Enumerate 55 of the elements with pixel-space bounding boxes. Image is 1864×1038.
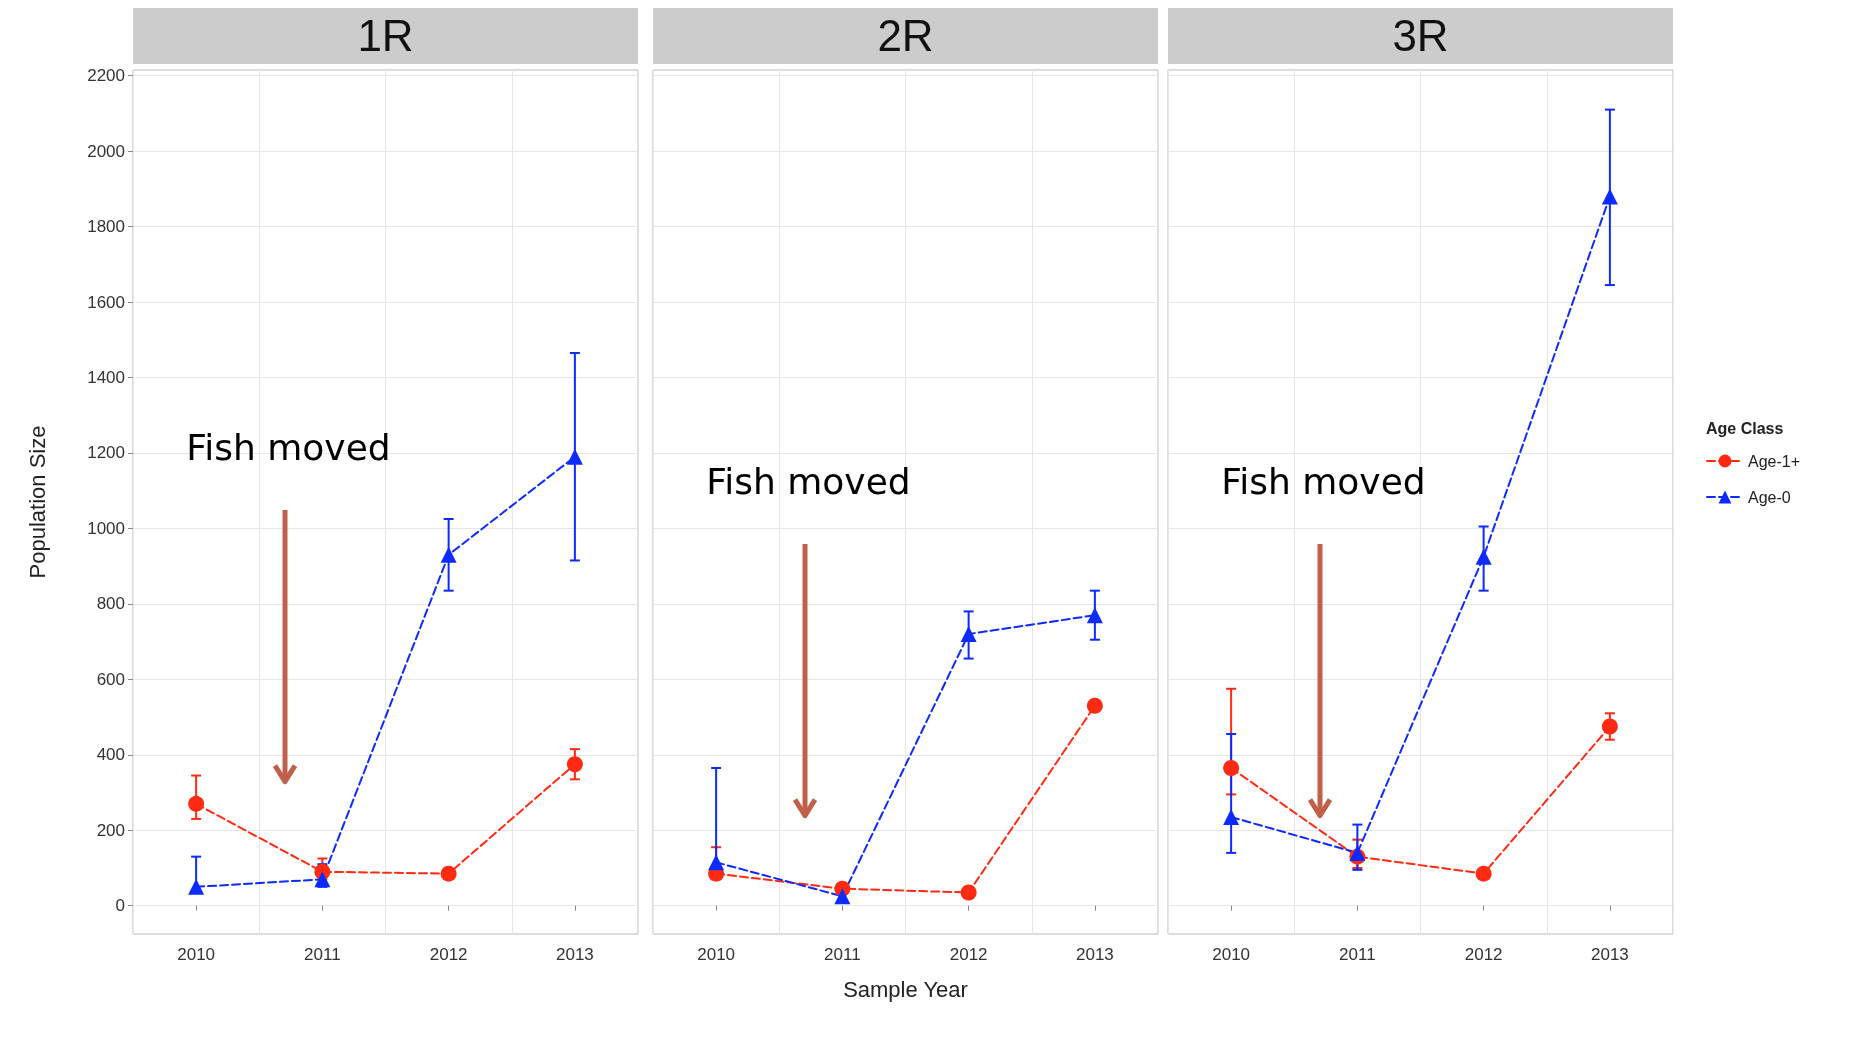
chart-title: 1R (133, 8, 638, 64)
point (1475, 548, 1492, 565)
x-tick-label: 2013 (1590, 945, 1629, 964)
y-tick-label: 1800 (87, 217, 125, 237)
chart-title: 3R (1168, 8, 1673, 64)
y-tick-label: 1000 (87, 518, 125, 538)
x-tick-label: 2012 (1464, 945, 1503, 964)
point (1223, 759, 1240, 776)
y-tick-label: 2000 (87, 141, 125, 161)
annotation: Fish moved (1221, 460, 1426, 502)
x-tick-label: 2011 (824, 945, 861, 964)
point (960, 626, 977, 643)
legend-title: Age Class (1706, 419, 1784, 437)
point (566, 448, 583, 465)
point (440, 865, 457, 882)
point (1601, 718, 1618, 735)
x-tick-label: 2010 (697, 945, 736, 964)
point (1086, 697, 1103, 714)
y-tick-label: 1600 (87, 292, 125, 312)
y-axis-title: Population Size (24, 425, 50, 579)
point (1086, 607, 1103, 624)
point (708, 854, 725, 871)
point (1223, 809, 1240, 826)
x-tick-label: 2011 (1339, 945, 1376, 964)
y-tick-label: 200 (96, 820, 125, 840)
y-tick-label: 0 (115, 896, 125, 916)
chart-title: 2R (653, 8, 1158, 64)
point (314, 871, 331, 888)
x-axis-title: Sample Year (843, 976, 968, 1002)
y-tick-label: 1200 (87, 443, 125, 463)
x-tick-label: 2010 (177, 945, 216, 964)
point (440, 546, 457, 563)
legend-label: Age-1+ (1748, 452, 1801, 470)
point (1475, 865, 1492, 882)
y-tick-label: 800 (96, 594, 125, 614)
point (188, 878, 205, 895)
point (834, 888, 851, 905)
x-tick-label: 2012 (429, 945, 468, 964)
x-tick-label: 2013 (555, 945, 594, 964)
y-tick-label: 2200 (87, 66, 125, 86)
point (1601, 188, 1618, 205)
annotation: Fish moved (186, 426, 391, 468)
x-tick-label: 2010 (1212, 945, 1251, 964)
y-tick-label: 400 (96, 745, 125, 765)
x-tick-label: 2011 (304, 945, 341, 964)
annotation: Fish moved (706, 460, 911, 502)
x-tick-label: 2012 (949, 945, 988, 964)
point (960, 884, 977, 901)
x-tick-label: 2013 (1075, 945, 1114, 964)
y-tick-label: 1400 (87, 367, 125, 387)
y-tick-label: 600 (96, 669, 125, 689)
legend-label: Age-0 (1748, 488, 1791, 506)
point (1349, 844, 1366, 861)
point (188, 795, 205, 812)
point (566, 756, 583, 773)
